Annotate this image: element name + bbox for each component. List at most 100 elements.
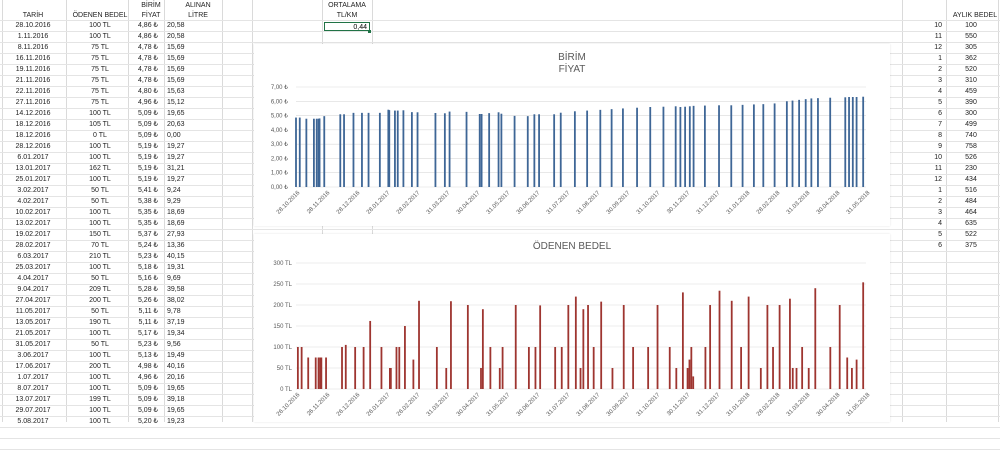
cell-ay[interactable]: 3: [938, 209, 942, 216]
cell-alinan-litre[interactable]: 9,29: [167, 198, 181, 205]
cell-aylik-bedel[interactable]: 305: [965, 44, 977, 51]
cell-odenen-bedel[interactable]: 50 TL: [91, 308, 109, 315]
cell-alinan-litre[interactable]: 20,16: [167, 374, 185, 381]
cell-birim-fiyat[interactable]: 5,35 ₺: [137, 220, 158, 227]
cell-alinan-litre[interactable]: 9,78: [167, 308, 181, 315]
cell-tarih[interactable]: 18.12.2016: [15, 132, 51, 139]
cell-tarih[interactable]: 1.07.2017: [17, 374, 49, 381]
cell-alinan-litre[interactable]: 15,12: [167, 99, 185, 106]
cell-birim-fiyat[interactable]: 4,78 ₺: [137, 55, 158, 62]
cell-birim-fiyat[interactable]: 5,09 ₺: [137, 407, 158, 414]
cell-ay[interactable]: 12: [934, 44, 942, 51]
cell-aylik-bedel[interactable]: 635: [965, 220, 977, 227]
cell-birim-fiyat[interactable]: 4,96 ₺: [137, 374, 158, 381]
cell-tarih[interactable]: 13.05.2017: [15, 319, 51, 326]
cell-odenen-bedel[interactable]: 50 TL: [91, 198, 109, 205]
cell-birim-fiyat[interactable]: 5,19 ₺: [137, 165, 158, 172]
cell-alinan-litre[interactable]: 18,69: [167, 209, 185, 216]
cell-ay[interactable]: 6: [938, 242, 942, 249]
cell-tarih[interactable]: 28.12.2016: [15, 143, 51, 150]
cell-tarih[interactable]: 8.07.2017: [17, 385, 49, 392]
header-fiyat[interactable]: FİYAT: [141, 12, 161, 19]
header-alinan[interactable]: ALINAN: [185, 2, 211, 9]
cell-alinan-litre[interactable]: 20,63: [167, 121, 185, 128]
cell-odenen-bedel[interactable]: 75 TL: [91, 44, 109, 51]
cell-ay[interactable]: 5: [938, 231, 942, 238]
cell-ay[interactable]: 11: [934, 33, 942, 40]
cell-aylik-bedel[interactable]: 362: [965, 55, 977, 62]
cell-tarih[interactable]: 10.02.2017: [15, 209, 51, 216]
cell-tarih[interactable]: 29.07.2017: [15, 407, 51, 414]
cell-aylik-bedel[interactable]: 499: [965, 121, 977, 128]
cell-alinan-litre[interactable]: 0,00: [167, 132, 181, 139]
cell-alinan-litre[interactable]: 39,18: [167, 396, 185, 403]
cell-tarih[interactable]: 19.11.2016: [15, 66, 51, 73]
cell-aylik-bedel[interactable]: 740: [965, 132, 977, 139]
cell-birim-fiyat[interactable]: 4,80 ₺: [137, 88, 158, 95]
cell-odenen-bedel[interactable]: 100 TL: [89, 154, 111, 161]
cell-ay[interactable]: 10: [934, 154, 942, 161]
cell-ay[interactable]: 4: [938, 220, 942, 227]
cell-birim-fiyat[interactable]: 5,26 ₺: [137, 297, 158, 304]
cell-ay[interactable]: 1: [938, 187, 942, 194]
cell-odenen-bedel[interactable]: 100 TL: [89, 330, 111, 337]
cell-odenen-bedel[interactable]: 75 TL: [91, 77, 109, 84]
cell-aylik-bedel[interactable]: 520: [965, 66, 977, 73]
cell-tarih[interactable]: 6.03.2017: [17, 253, 49, 260]
cell-ay[interactable]: 8: [938, 132, 942, 139]
cell-birim-fiyat[interactable]: 5,28 ₺: [137, 286, 158, 293]
cell-alinan-litre[interactable]: 9,24: [167, 187, 181, 194]
cell-alinan-litre[interactable]: 40,16: [167, 363, 185, 370]
cell-odenen-bedel[interactable]: 199 TL: [89, 396, 111, 403]
cell-birim-fiyat[interactable]: 4,98 ₺: [137, 363, 158, 370]
cell-tarih[interactable]: 25.03.2017: [15, 264, 51, 271]
cell-ay[interactable]: 2: [938, 198, 942, 205]
cell-birim-fiyat[interactable]: 5,17 ₺: [137, 330, 158, 337]
cell-alinan-litre[interactable]: 15,69: [167, 66, 185, 73]
cell-birim-fiyat[interactable]: 5,23 ₺: [137, 253, 158, 260]
cell-aylik-bedel[interactable]: 459: [965, 88, 977, 95]
cell-tarih[interactable]: 28.10.2016: [15, 22, 51, 29]
cell-birim-fiyat[interactable]: 5,09 ₺: [137, 121, 158, 128]
cell-odenen-bedel[interactable]: 209 TL: [89, 286, 111, 293]
cell-tarih[interactable]: 3.06.2017: [17, 352, 49, 359]
cell-alinan-litre[interactable]: 19,65: [167, 110, 185, 117]
cell-ay[interactable]: 5: [938, 99, 942, 106]
cell-alinan-litre[interactable]: 20,58: [167, 33, 185, 40]
cell-tarih[interactable]: 19.02.2017: [15, 231, 51, 238]
cell-alinan-litre[interactable]: 15,69: [167, 55, 185, 62]
cell-aylik-bedel[interactable]: 434: [965, 176, 977, 183]
cell-tarih[interactable]: 25.01.2017: [15, 176, 51, 183]
cell-alinan-litre[interactable]: 13,36: [167, 242, 185, 249]
cell-tarih[interactable]: 27.04.2017: [15, 297, 51, 304]
cell-aylik-bedel[interactable]: 516: [965, 187, 977, 194]
cell-ay[interactable]: 12: [934, 176, 942, 183]
cell-ay[interactable]: 1: [938, 55, 942, 62]
cell-alinan-litre[interactable]: 15,63: [167, 88, 185, 95]
cell-odenen-bedel[interactable]: 210 TL: [89, 253, 111, 260]
cell-alinan-litre[interactable]: 19,27: [167, 176, 185, 183]
cell-tarih[interactable]: 4.04.2017: [17, 275, 49, 282]
cell-odenen-bedel[interactable]: 50 TL: [91, 275, 109, 282]
cell-aylik-bedel[interactable]: 526: [965, 154, 977, 161]
cell-tarih[interactable]: 21.11.2016: [15, 77, 51, 84]
cell-birim-fiyat[interactable]: 5,18 ₺: [137, 264, 158, 271]
cell-tarih[interactable]: 27.11.2016: [15, 99, 51, 106]
cell-birim-fiyat[interactable]: 5,19 ₺: [137, 176, 158, 183]
cell-aylik-bedel[interactable]: 484: [965, 198, 977, 205]
cell-tarih[interactable]: 6.01.2017: [17, 154, 49, 161]
cell-aylik-bedel[interactable]: 375: [965, 242, 977, 249]
cell-alinan-litre[interactable]: 19,34: [167, 330, 185, 337]
cell-birim-fiyat[interactable]: 5,09 ₺: [137, 385, 158, 392]
cell-birim-fiyat[interactable]: 4,78 ₺: [137, 44, 158, 51]
cell-alinan-litre[interactable]: 18,69: [167, 220, 185, 227]
cell-tarih[interactable]: 14.12.2016: [15, 110, 51, 117]
cell-odenen-bedel[interactable]: 200 TL: [89, 363, 111, 370]
cell-tarih[interactable]: 13.01.2017: [15, 165, 51, 172]
cell-odenen-bedel[interactable]: 100 TL: [89, 407, 111, 414]
cell-birim-fiyat[interactable]: 5,19 ₺: [137, 143, 158, 150]
cell-alinan-litre[interactable]: 20,58: [167, 22, 185, 29]
cell-odenen-bedel[interactable]: 162 TL: [89, 165, 111, 172]
cell-alinan-litre[interactable]: 27,93: [167, 231, 185, 238]
